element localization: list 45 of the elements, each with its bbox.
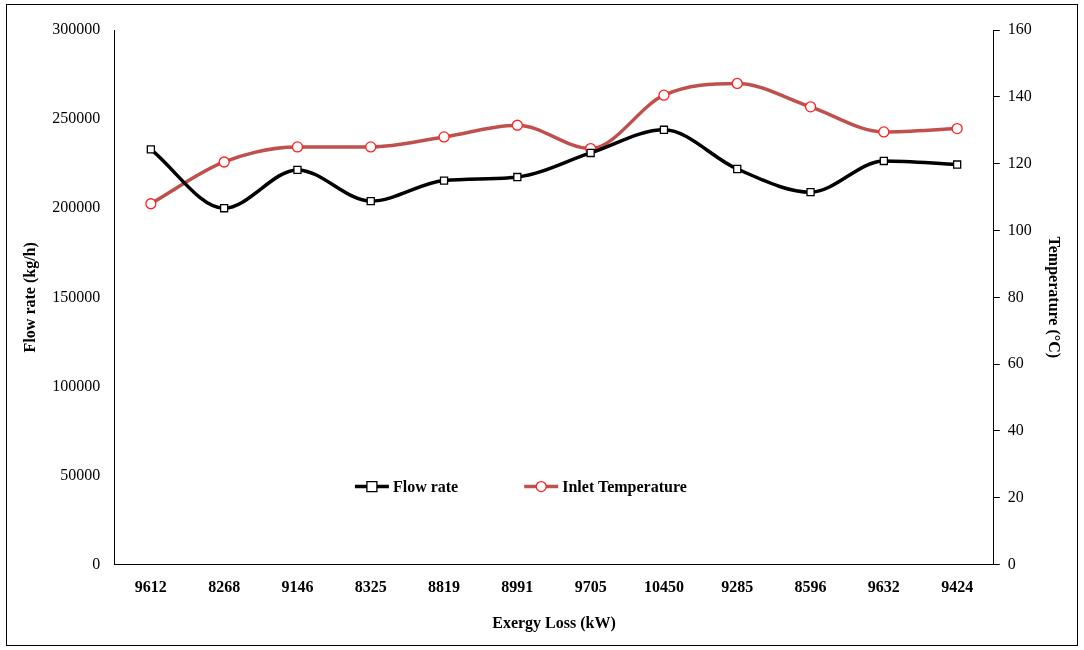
y-tick-label: 0 bbox=[92, 554, 101, 572]
x-tick-label: 9285 bbox=[721, 578, 754, 596]
y2-tick-label: 0 bbox=[1007, 554, 1016, 572]
point bbox=[659, 125, 669, 134]
y2-tick-label: 40 bbox=[1007, 421, 1024, 439]
legend-label: Inlet Temperature bbox=[562, 477, 687, 496]
y2-tick-label: 60 bbox=[1007, 354, 1024, 372]
y2-tick-label: 80 bbox=[1007, 287, 1024, 305]
x-tick-label: 8325 bbox=[354, 578, 387, 596]
point bbox=[439, 176, 449, 185]
y-tick-label: 100000 bbox=[52, 376, 101, 394]
point bbox=[952, 160, 962, 169]
y2-axis-title: Temperature (°C) bbox=[1045, 236, 1064, 359]
y-tick-label: 300000 bbox=[52, 20, 101, 38]
y-tick-label: 150000 bbox=[52, 287, 101, 305]
point bbox=[366, 196, 375, 206]
x-tick-label: 8268 bbox=[208, 578, 241, 596]
y2-tick-label: 20 bbox=[1007, 487, 1024, 505]
y-tick-label: 250000 bbox=[52, 109, 101, 127]
y-axis-title: Flow rate (kg/h) bbox=[20, 242, 39, 353]
point bbox=[146, 145, 156, 154]
x-tick-label: 9632 bbox=[867, 578, 900, 596]
point bbox=[513, 172, 522, 182]
x-tick-label: 9705 bbox=[574, 578, 607, 596]
x-tick-label: 8819 bbox=[428, 578, 461, 596]
x-tick-label: 8596 bbox=[794, 578, 827, 596]
point bbox=[219, 204, 229, 213]
x-tick-label: 9612 bbox=[134, 578, 167, 596]
y2-tick-label: 140 bbox=[1007, 87, 1032, 105]
y-tick-label: 50000 bbox=[60, 465, 101, 483]
x-tick-label: 10450 bbox=[643, 578, 684, 596]
y2-tick-label: 100 bbox=[1007, 220, 1032, 238]
y2-tick-label: 120 bbox=[1007, 153, 1032, 171]
x-tick-label: 8991 bbox=[501, 578, 534, 596]
point bbox=[293, 165, 302, 175]
y-tick-label: 200000 bbox=[52, 198, 101, 216]
legend-label: Flow rate bbox=[392, 477, 459, 495]
point bbox=[806, 187, 815, 197]
x-tick-label: 9146 bbox=[281, 578, 314, 596]
x-axis-title: Exergy Loss (kW) bbox=[492, 613, 616, 632]
point bbox=[586, 148, 595, 158]
point bbox=[879, 156, 889, 166]
point bbox=[733, 164, 742, 174]
y2-tick-label: 160 bbox=[1007, 20, 1032, 38]
x-tick-label: 9424 bbox=[941, 578, 974, 596]
